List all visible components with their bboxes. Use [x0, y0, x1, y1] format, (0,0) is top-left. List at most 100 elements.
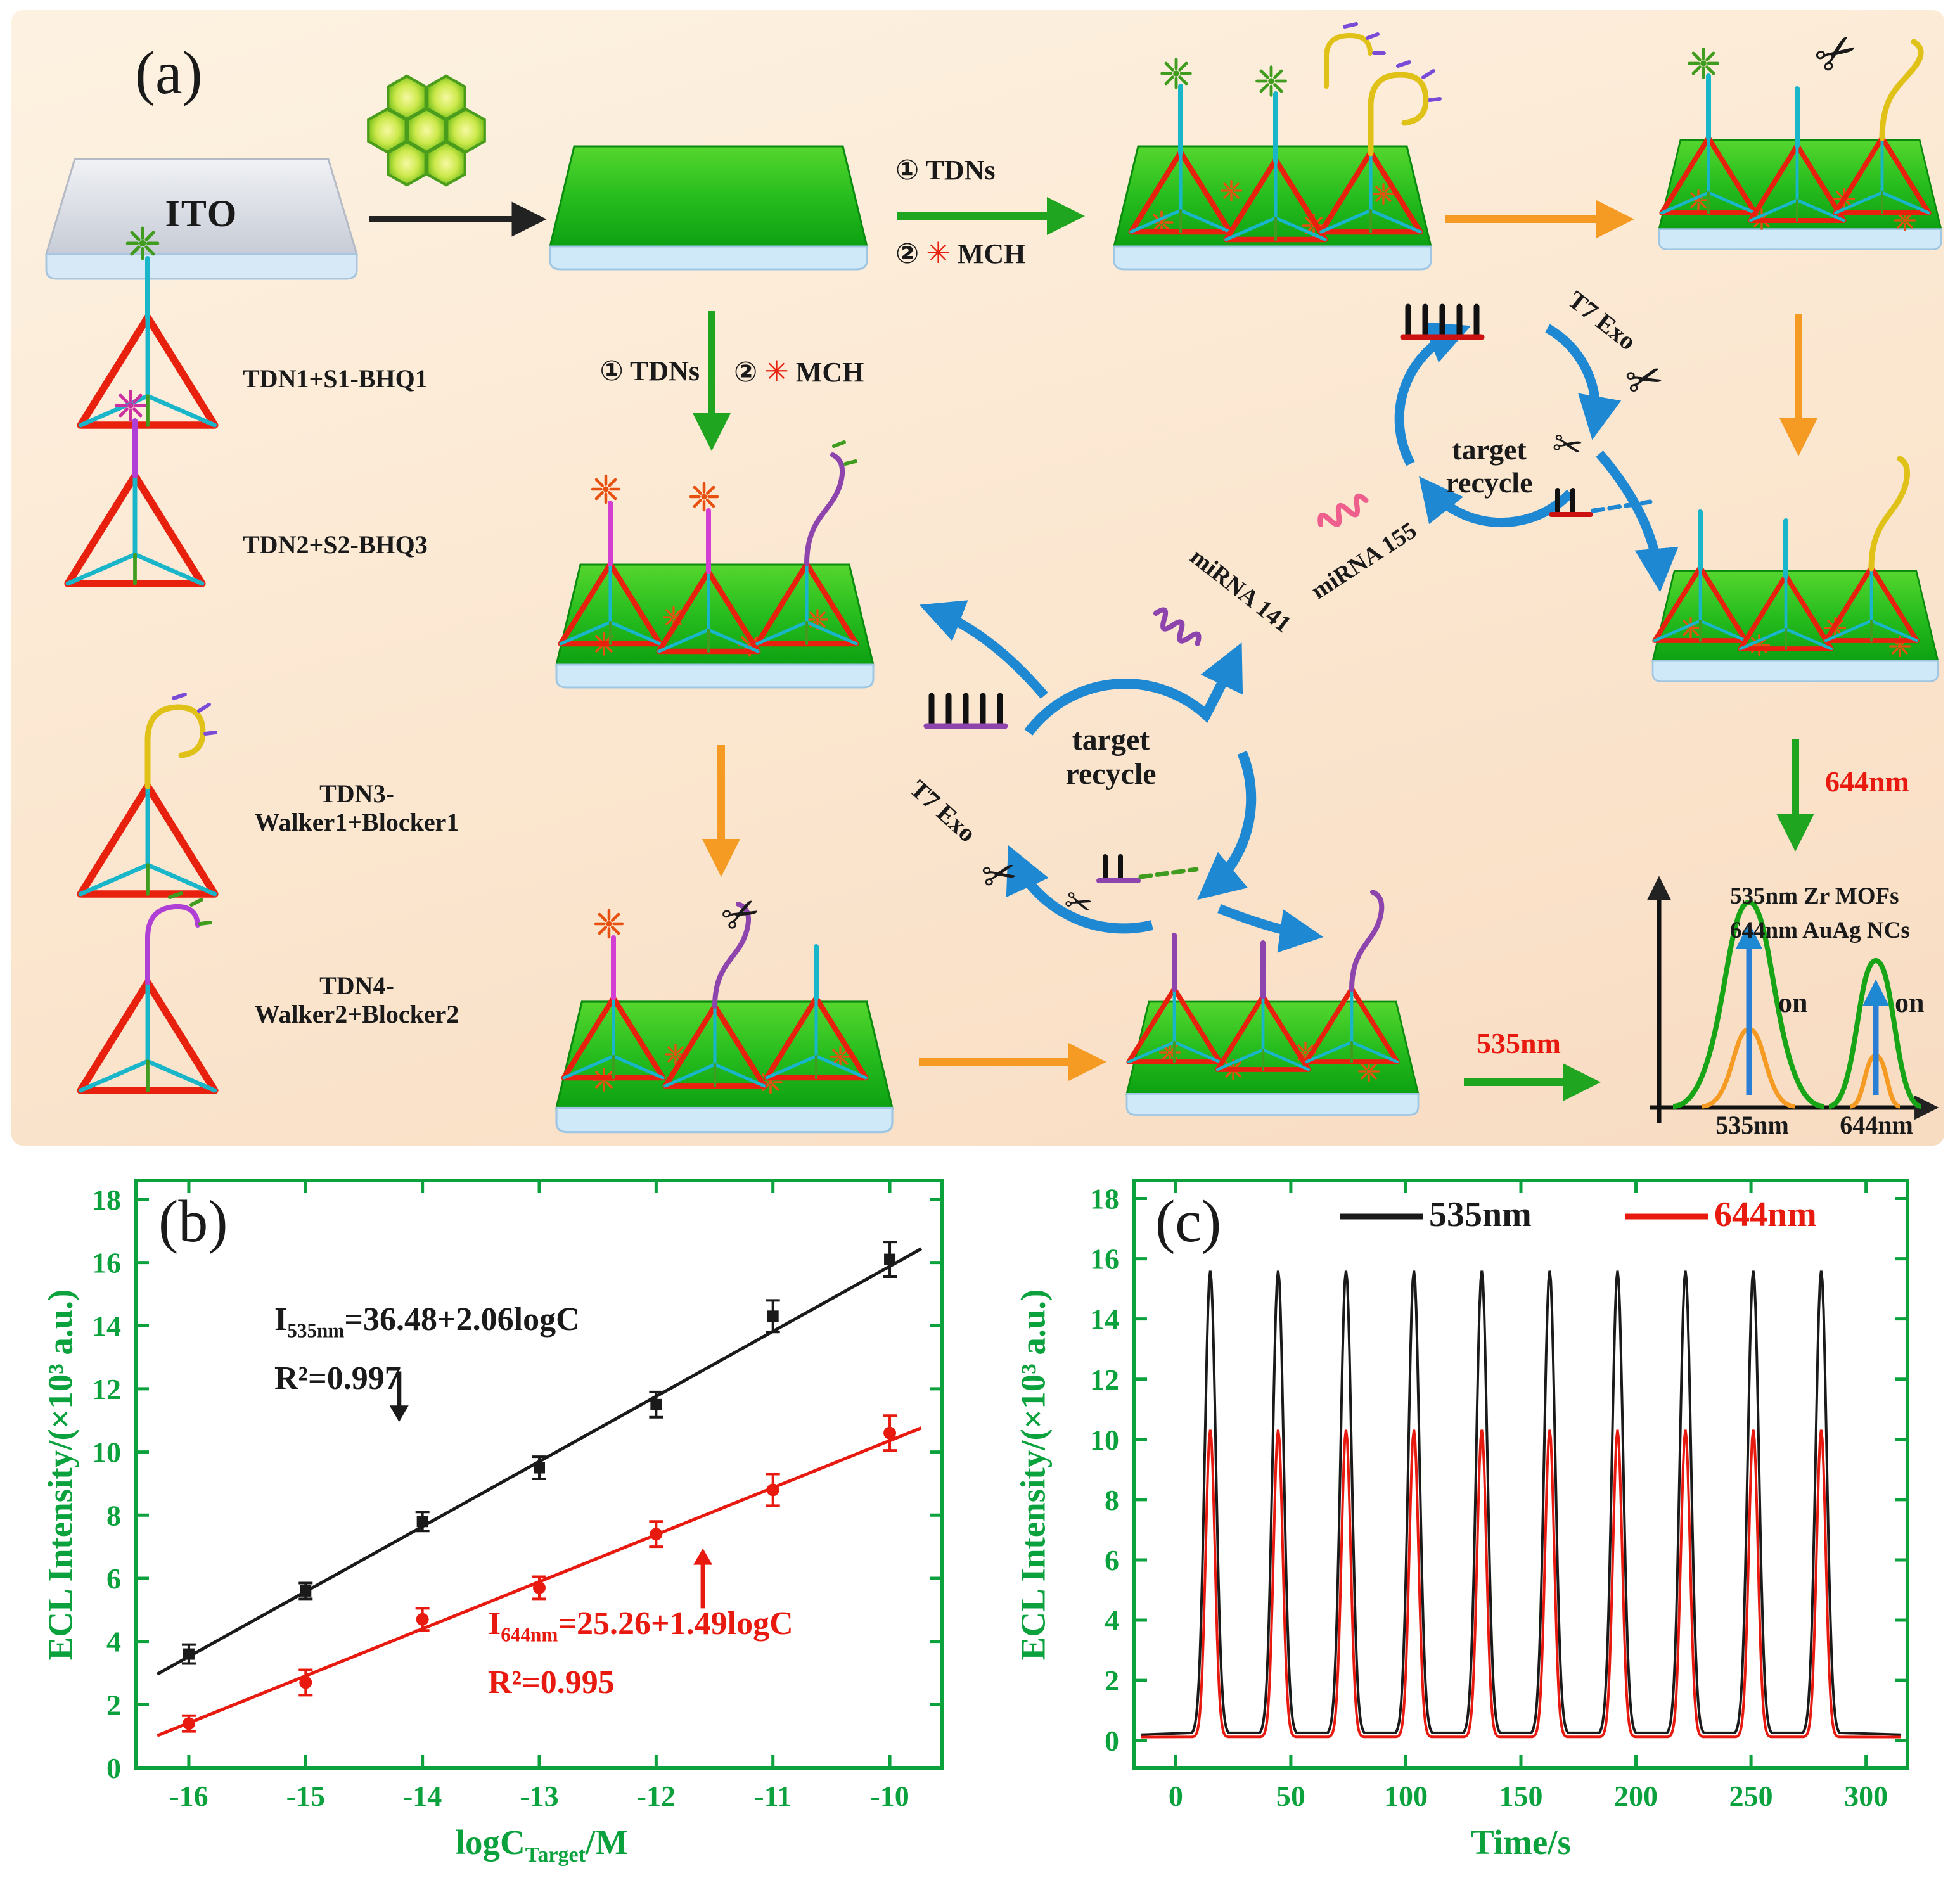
duplex-ladder-icon [1400, 303, 1485, 340]
electrode-slab-walking [555, 902, 894, 1134]
svg-text:10: 10 [1090, 1424, 1119, 1456]
ecl-spectrum-plot [1646, 876, 1939, 1123]
fluorophore-starburst-icon [1162, 60, 1191, 88]
stability-chart-canvas: 0 50 100 150 200 250 300 0 2 4 6 8 10 12 14 16 18 [1090, 1179, 1909, 1812]
svg-text:2: 2 [106, 1689, 121, 1721]
mirna-squiggle-icon [1151, 607, 1202, 649]
process-arrows [369, 197, 1817, 1101]
fit-equation-535: I535nm=36.48+2.06logC [274, 1301, 580, 1342]
tdn1-label: TDN1+S1-BHQ1 [243, 364, 428, 393]
target-recycle-label-top: target recycle [1445, 433, 1533, 499]
electrode-slab-mof-film [549, 145, 868, 271]
step-label-mch-mid: ② ✳ MCH [734, 354, 864, 388]
schematic-graphic [44, 22, 1942, 1134]
x-axis-title-c: Time/s [1471, 1823, 1571, 1862]
svg-text:-13: -13 [520, 1780, 558, 1812]
svg-text:-11: -11 [754, 1780, 792, 1812]
panel-a-label: (a) [135, 39, 203, 106]
y-axis-title-b: ECL Intensity/(×10³ a.u.) [41, 1289, 80, 1661]
svg-text:4: 4 [1105, 1604, 1119, 1637]
electrode-slab-probes [555, 440, 875, 689]
fluorophore-starburst-icon [596, 910, 622, 937]
spectrum-on-label-2: on [1895, 987, 1925, 1018]
step-label-tdns-top: ① TDNs [895, 155, 996, 186]
electrode-slab-cleaved [1658, 39, 1942, 250]
mirna-squiggle-icon [1317, 494, 1369, 531]
duplex-ladder-icon [923, 693, 1008, 729]
svg-text:50: 50 [1276, 1780, 1305, 1812]
svg-text:300: 300 [1844, 1780, 1888, 1812]
svg-text:12: 12 [92, 1373, 121, 1405]
wavelength-535-label: 535nm [1477, 1027, 1561, 1059]
electrode-slab-dual-signal [1125, 890, 1420, 1116]
electrode-slab-after-recycle [1651, 456, 1939, 682]
mch-starburst-icon: ✳ [926, 236, 951, 270]
svg-text:-12: -12 [637, 1780, 676, 1812]
probe-strands [1706, 39, 1924, 148]
svg-text:0: 0 [106, 1752, 121, 1784]
tdn2-label: TDN2+S2-BHQ3 [243, 530, 428, 559]
fluorophore-starburst-icon [1257, 67, 1286, 96]
ito-label: ITO [165, 193, 238, 234]
panel-c-chart: 0 50 100 150 200 250 300 0 2 4 6 8 10 12 14 16 18 (c) 53… [985, 1158, 1942, 1901]
mof-crystal-cluster-icon [368, 76, 485, 185]
svg-text:150: 150 [1499, 1780, 1543, 1812]
fluorophore-starburst-icon [593, 476, 619, 502]
r-squared-644: R²=0.995 [488, 1664, 615, 1701]
svg-text:14: 14 [92, 1310, 121, 1342]
ito-electrode [44, 158, 359, 280]
tdn3-label: TDN3- Walker1+Blocker1 [254, 779, 459, 836]
fluorophore-starburst-icon [691, 483, 717, 510]
svg-text:6: 6 [106, 1562, 121, 1595]
legend-535-label: 535nm [1429, 1195, 1532, 1234]
svg-text:14: 14 [1090, 1303, 1119, 1336]
target-recycle-top [1317, 303, 1679, 592]
fluorophore-starburst-icon [127, 228, 158, 259]
svg-text:6: 6 [1105, 1544, 1119, 1576]
y-axis-title-c: ECL Intensity/(×10³ a.u.) [1013, 1289, 1053, 1661]
cleaved-duplex-icon [1096, 854, 1199, 883]
svg-text:12: 12 [1090, 1364, 1119, 1396]
probe-strands [1178, 60, 1442, 163]
panel-b-chart: -16 -15 -14 -13 -12 -11 -10 0 2 4 6 8 10 12 14 16 18 (b)… [16, 1158, 966, 1901]
legend-644-label: 644nm [1714, 1195, 1817, 1234]
fluorophore-starburst-icon [117, 392, 145, 420]
svg-text:4: 4 [106, 1626, 121, 1658]
x-axis-title-b: logCTarget/M [455, 1823, 629, 1867]
electrode-slab-tdns [1113, 60, 1442, 271]
spectrum-x-644: 644nm [1840, 1111, 1913, 1139]
svg-text:0: 0 [1169, 1780, 1183, 1812]
svg-text:-16: -16 [169, 1780, 208, 1812]
cleaved-duplex-icon [1549, 488, 1653, 517]
step-label-mch-top: ② ✳ MCH [895, 236, 1026, 270]
fit-equation-644: I644nm=25.26+1.49logC [488, 1606, 793, 1646]
svg-text:8: 8 [106, 1499, 121, 1531]
wavelength-644-label: 644nm [1825, 765, 1909, 798]
svg-text:2: 2 [1105, 1664, 1119, 1697]
mch-starburst-icon: ✳ [764, 354, 789, 388]
svg-text:-15: -15 [286, 1780, 325, 1812]
svg-text:18: 18 [1090, 1183, 1119, 1215]
svg-text:10: 10 [92, 1436, 121, 1469]
svg-text:100: 100 [1384, 1780, 1428, 1812]
svg-text:8: 8 [1105, 1484, 1119, 1516]
probe-strands [608, 440, 857, 574]
panel-b-label: (b) [158, 1189, 228, 1255]
probe-strands [1172, 890, 1385, 999]
calibration-chart-canvas: -16 -15 -14 -13 -12 -11 -10 0 2 4 6 8 10 12 14 16 18 [92, 1179, 944, 1812]
svg-text:18: 18 [92, 1184, 121, 1216]
step-label-tdns-mid: ① TDNs [599, 355, 700, 387]
svg-text:-14: -14 [403, 1780, 442, 1812]
spectrum-legend-535: 535nm Zr MOFs [1730, 883, 1899, 909]
spectrum-on-label-1: on [1778, 987, 1808, 1018]
target-recycle-mid [919, 600, 1324, 953]
svg-text:250: 250 [1729, 1780, 1773, 1812]
svg-text:16: 16 [1090, 1243, 1119, 1275]
walker-hairpin-icon [1324, 22, 1386, 89]
spectrum-x-535: 535nm [1715, 1111, 1789, 1139]
probe-strands [1698, 456, 1911, 579]
svg-text:0: 0 [1105, 1725, 1119, 1757]
fluorophore-starburst-icon [1689, 49, 1718, 78]
tdn-legend-icons [68, 228, 215, 1090]
